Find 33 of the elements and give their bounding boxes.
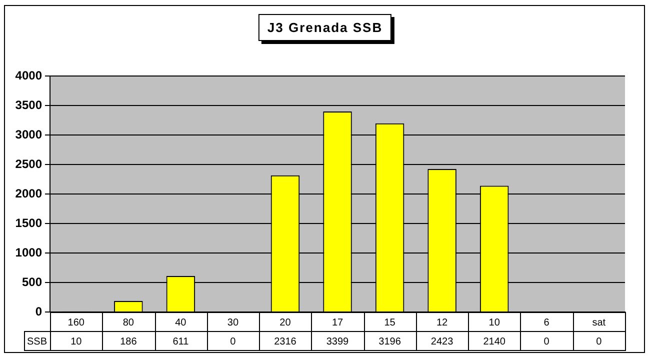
data-label: 2423 bbox=[430, 336, 454, 348]
data-label: 0 bbox=[544, 336, 550, 348]
y-tick-label: 3000 bbox=[15, 127, 42, 142]
chart-title: J3 Grenada SSB bbox=[258, 14, 392, 41]
x-tick-label: 40 bbox=[175, 317, 187, 328]
x-tick-label: 30 bbox=[227, 317, 239, 328]
x-tick-label: 12 bbox=[436, 317, 448, 328]
text: SSB bbox=[26, 336, 48, 348]
y-tick-label: 2500 bbox=[15, 156, 42, 171]
data-label: 611 bbox=[172, 336, 190, 348]
data-label: 10 bbox=[70, 336, 82, 348]
data-label: 3196 bbox=[378, 336, 402, 348]
y-tick-label: 1000 bbox=[15, 245, 42, 260]
data-label: 186 bbox=[120, 336, 138, 348]
x-tick-label: sat bbox=[592, 317, 606, 328]
data-label: 3399 bbox=[326, 336, 350, 348]
y-tick-label: 1500 bbox=[15, 216, 42, 230]
data-label: 0 bbox=[230, 336, 236, 348]
x-tick-label: 80 bbox=[122, 317, 134, 328]
x-tick-label: 6 bbox=[544, 317, 550, 328]
x-tick-label: 10 bbox=[488, 317, 500, 328]
y-tick-label: 0 bbox=[35, 304, 42, 318]
y-tick-label: 2000 bbox=[15, 186, 42, 200]
y-tick-label: 500 bbox=[22, 274, 42, 289]
data-label: 2140 bbox=[483, 336, 506, 348]
y-tick-label: 3500 bbox=[15, 98, 42, 112]
x-tick-label: 17 bbox=[332, 317, 344, 328]
data-label: 0 bbox=[596, 336, 602, 348]
x-tick-label: 160 bbox=[68, 317, 85, 328]
x-tick-label: 15 bbox=[384, 317, 396, 328]
x-tick-label: 20 bbox=[280, 317, 292, 328]
data-label: 2316 bbox=[274, 336, 297, 348]
y-tick-label: 4000 bbox=[15, 68, 42, 82]
